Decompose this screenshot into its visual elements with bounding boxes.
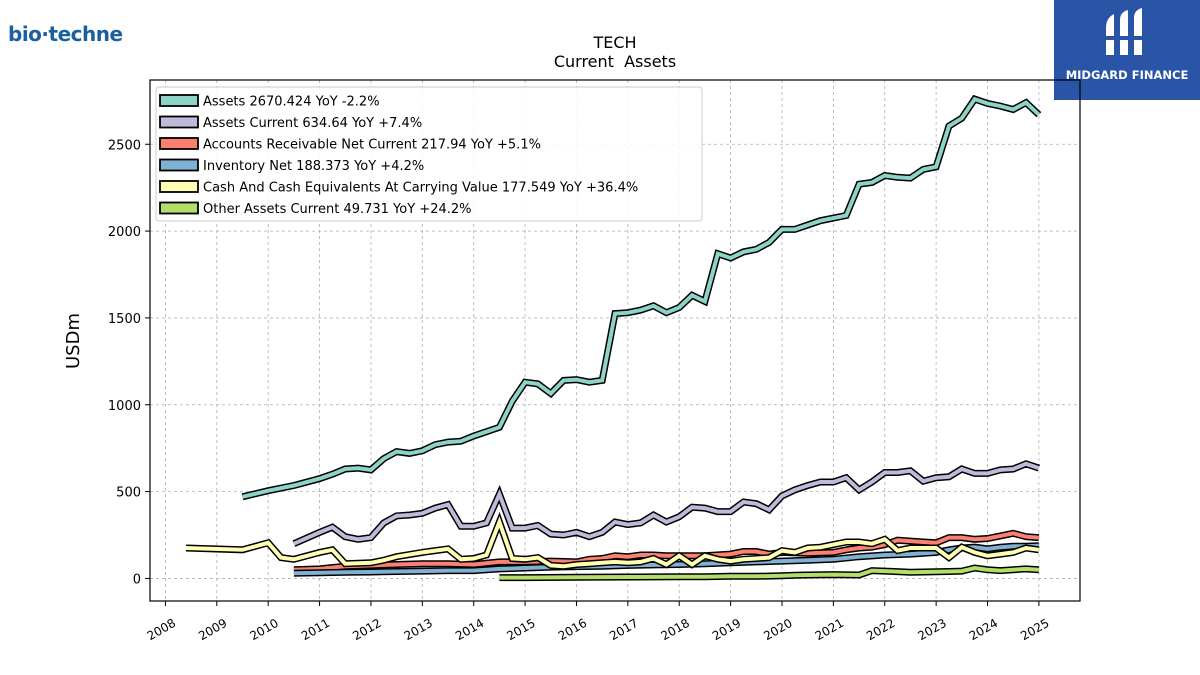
legend-swatch-6	[159, 201, 199, 215]
x-tick-label: 2011	[299, 616, 332, 643]
x-tick-label: 2010	[247, 616, 280, 643]
y-tick-label: 1500	[108, 312, 141, 327]
chart-title: TECH	[592, 33, 636, 52]
y-tick-label: 2000	[108, 225, 141, 240]
x-tick-label: 2008	[145, 616, 178, 643]
x-tick-label: 2019	[710, 616, 743, 643]
legend-entry-2: Assets Current 634.64 YoY +7.4%	[203, 116, 422, 131]
plot-frame	[149, 79, 1081, 602]
midgard-finance-logo: MIDGARD FINANCE	[1054, 0, 1200, 100]
legend-entry-6: Other Assets Current 49.731 YoY +24.2%	[203, 202, 472, 217]
series-line-6	[499, 565, 1040, 580]
series-line-outline-2	[292, 460, 1041, 547]
legend-box	[155, 86, 703, 222]
x-tick-label: 2015	[504, 616, 537, 643]
legend-swatch-3	[159, 137, 199, 150]
legend-entry-1: Assets 2670.424 YoY -2.2%	[203, 95, 380, 110]
series-line-2	[293, 461, 1040, 546]
legend-swatch-1	[159, 94, 199, 107]
x-tick-label: 2014	[453, 616, 486, 643]
series-line-1	[242, 96, 1041, 499]
x-tick-label: 2023	[915, 616, 948, 643]
y-axis-label: USDm	[63, 313, 84, 369]
legend: Assets 2670.424 YoY -2.2% Assets Current …	[155, 86, 703, 222]
x-tick-label: 2012	[350, 616, 383, 643]
x-tick-label: 2018	[658, 616, 691, 643]
x-tick-label: 2017	[607, 616, 640, 643]
series-layer	[185, 94, 1042, 582]
x-tick-label: 2021	[813, 616, 846, 643]
x-tick-label: 2016	[556, 616, 589, 643]
y-tick-label: 500	[116, 486, 141, 501]
legend-swatch-5	[159, 180, 199, 193]
legend-entry-5: Cash And Cash Equivalents At Carrying Va…	[203, 181, 638, 196]
series-line-3	[293, 531, 1040, 572]
x-tick-label: 2025	[1018, 616, 1051, 643]
legend-swatch-4	[159, 158, 199, 172]
x-tick-label: 2009	[196, 616, 229, 643]
midgard-finance-name: MIDGARD FINANCE	[1065, 68, 1189, 82]
y-tick-label: 0	[133, 572, 141, 587]
midgard-emblem-icon	[1104, 8, 1148, 55]
bio-techne-logo: bio·techne	[8, 22, 123, 46]
y-tick-label: 2500	[108, 138, 141, 153]
series-line-5	[185, 516, 1040, 569]
legend-entry-4: Inventory Net 188.373 YoY +4.2%	[203, 159, 424, 174]
legend-swatch-2	[159, 115, 199, 129]
y-tick-label: 1000	[108, 399, 141, 414]
x-tick-label: 2022	[864, 616, 897, 643]
x-tick-label: 2024	[967, 616, 1000, 643]
x-tick-label: 2020	[761, 616, 794, 643]
chart-subtitle: Current Assets	[554, 52, 676, 71]
legend-entry-3: Accounts Receivable Net Current 217.94 Y…	[203, 138, 541, 153]
x-tick-label: 2013	[402, 616, 435, 643]
